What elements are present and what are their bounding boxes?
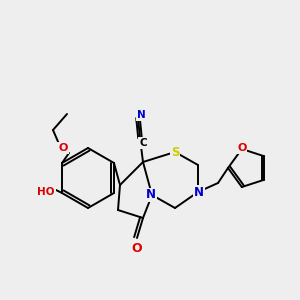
Text: HO: HO bbox=[37, 187, 55, 197]
Text: O: O bbox=[132, 242, 142, 254]
Text: N: N bbox=[146, 188, 156, 202]
Text: N: N bbox=[194, 185, 204, 199]
Text: O: O bbox=[237, 143, 247, 153]
Text: S: S bbox=[171, 146, 179, 158]
Text: N: N bbox=[136, 110, 146, 120]
Text: C: C bbox=[139, 138, 147, 148]
Text: O: O bbox=[58, 143, 68, 153]
